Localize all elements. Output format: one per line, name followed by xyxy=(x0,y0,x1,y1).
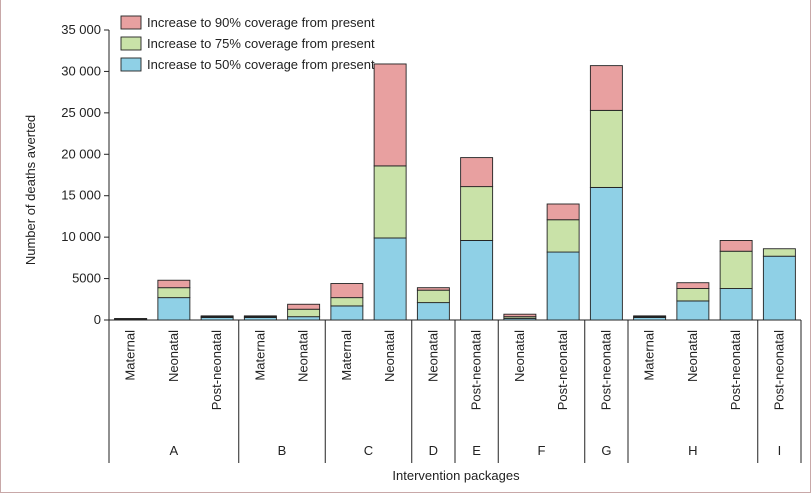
bar-segment xyxy=(374,64,406,166)
group-label: A xyxy=(170,443,179,458)
bar-segment xyxy=(417,288,449,290)
x-category-label: Maternal xyxy=(252,330,267,381)
legend-swatch xyxy=(121,58,141,71)
bar-segment xyxy=(331,284,363,298)
bar-segment xyxy=(158,280,190,287)
bar-segment xyxy=(547,252,579,320)
bar-segment xyxy=(461,240,493,320)
legend-swatch xyxy=(121,37,141,50)
x-category-label: Post-neonatal xyxy=(555,330,570,410)
bar-segment xyxy=(590,110,622,187)
bar-segment xyxy=(590,187,622,320)
bar-segment xyxy=(417,290,449,302)
bar-segment xyxy=(461,187,493,241)
group-label: E xyxy=(472,443,481,458)
legend: Increase to 90% coverage from present Inc… xyxy=(121,15,375,72)
y-axis-label: Number of deaths averted xyxy=(23,115,38,265)
x-category-label: Maternal xyxy=(339,330,354,381)
x-category-label: Neonatal xyxy=(425,330,440,382)
group-label: F xyxy=(538,443,546,458)
bar-segment xyxy=(504,314,536,316)
bar-segment xyxy=(244,316,276,317)
legend-label: Increase to 90% coverage from present xyxy=(147,15,375,30)
x-category-label: Post-neonatal xyxy=(728,330,743,410)
bar-segment xyxy=(461,158,493,187)
y-tick-label: 5000 xyxy=(72,271,101,286)
y-tick-label: 0 xyxy=(94,312,101,327)
x-category-label: Neonatal xyxy=(166,330,181,382)
bar-segment xyxy=(547,204,579,220)
bar-segment xyxy=(374,166,406,238)
bar-segment xyxy=(417,303,449,320)
bar-segment xyxy=(547,220,579,252)
bar-segment xyxy=(720,240,752,251)
group-label: I xyxy=(778,443,782,458)
y-tick-label: 30 000 xyxy=(61,63,101,78)
bar-segment xyxy=(288,317,320,320)
y-tick-label: 10 000 xyxy=(61,229,101,244)
legend-swatch xyxy=(121,16,141,29)
x-category-label: Neonatal xyxy=(685,330,700,382)
group-label: C xyxy=(364,443,373,458)
group-label: H xyxy=(688,443,697,458)
x-category-label: Post-neonatal xyxy=(209,330,224,410)
x-category-label: Neonatal xyxy=(296,330,311,382)
group-label: D xyxy=(429,443,438,458)
bar-segment xyxy=(331,298,363,306)
bar-segment xyxy=(374,238,406,320)
bars xyxy=(115,64,796,320)
bar-segment xyxy=(677,301,709,320)
axes: 0 5000 10 000 15 000 20 000 25 000 30 000 35 00… xyxy=(61,22,801,463)
y-tick-label: 25 000 xyxy=(61,105,101,120)
group-label: G xyxy=(601,443,611,458)
x-axis-label: Intervention packages xyxy=(392,468,520,483)
bar-segment xyxy=(158,288,190,298)
x-category-label: Post-neonatal xyxy=(771,330,786,410)
x-category-label: Maternal xyxy=(123,330,138,381)
x-category-label: Maternal xyxy=(642,330,657,381)
bar-segment xyxy=(720,289,752,320)
x-category-label: Neonatal xyxy=(382,330,397,382)
y-tick-label: 15 000 xyxy=(61,188,101,203)
legend-label: Increase to 75% coverage from present xyxy=(147,36,375,51)
group-label: B xyxy=(278,443,287,458)
bar-segment xyxy=(720,251,752,288)
bar-segment xyxy=(288,309,320,316)
bar-segment xyxy=(288,304,320,309)
bar-segment xyxy=(590,66,622,111)
bar-segment xyxy=(201,316,233,317)
x-category-label: Neonatal xyxy=(512,330,527,382)
bar-segment xyxy=(677,289,709,301)
bar-segment xyxy=(677,283,709,289)
x-category-label: Post-neonatal xyxy=(469,330,484,410)
legend-label: Increase to 50% coverage from present xyxy=(147,57,375,72)
bar-segment xyxy=(763,256,795,320)
y-tick-label: 35 000 xyxy=(61,22,101,37)
bar-segment xyxy=(634,316,666,317)
y-tick-label: 20 000 xyxy=(61,146,101,161)
x-category-label: Post-neonatal xyxy=(598,330,613,410)
bar-segment xyxy=(331,306,363,320)
bar-segment xyxy=(763,249,795,256)
bar-segment xyxy=(158,298,190,320)
